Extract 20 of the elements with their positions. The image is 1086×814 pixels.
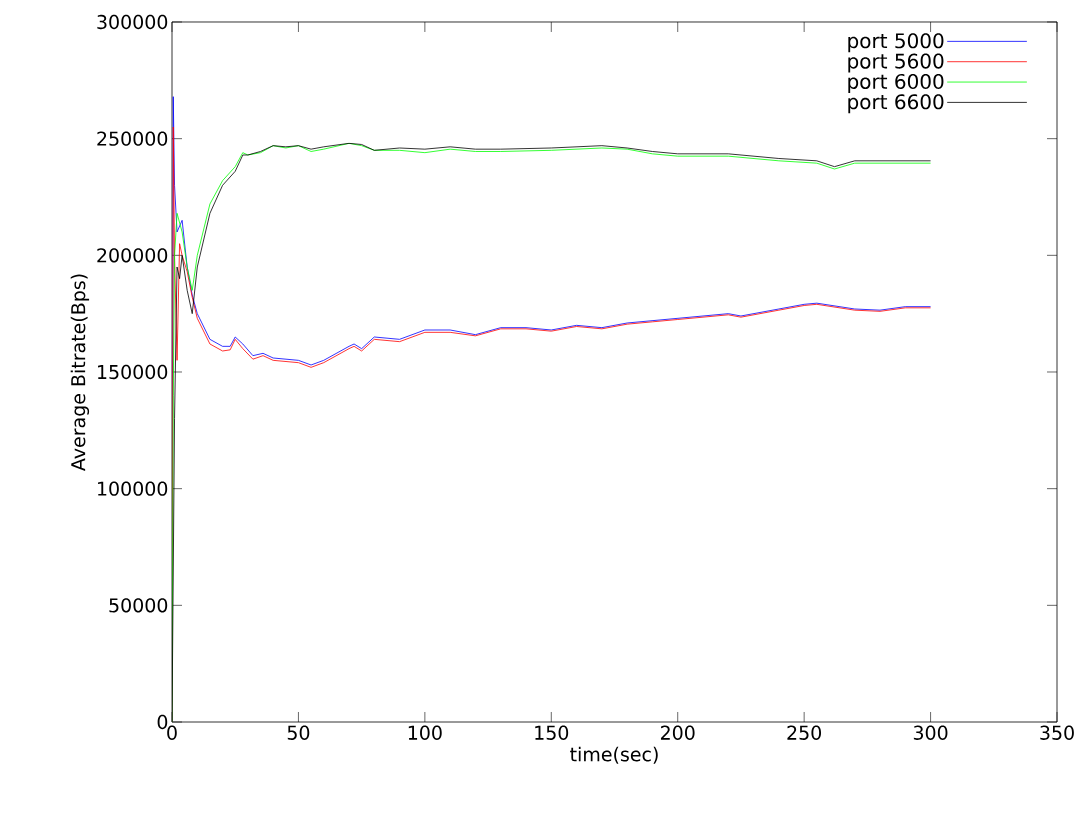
- x-tick-label: 200: [660, 725, 695, 740]
- y-tick-label: 300000: [97, 14, 168, 30]
- y-tick-label: 100000: [98, 481, 168, 496]
- x-tick-label: 250: [787, 725, 822, 740]
- x-axis-title: time(sec): [570, 746, 658, 764]
- x-tick-label: 300: [913, 725, 948, 740]
- x-tick-label: 350: [1040, 725, 1074, 740]
- legend-label: port 5600: [848, 53, 944, 73]
- y-tick-label: 200000: [97, 248, 168, 263]
- x-tick-label: 100: [408, 725, 442, 740]
- x-tick-label: 150: [535, 725, 569, 740]
- x-tick-label: 50: [287, 725, 310, 740]
- legend-label: port 6600: [848, 94, 944, 114]
- y-tick-label: 250000: [97, 131, 168, 146]
- y-tick-label: 0: [157, 714, 168, 730]
- y-axis-title: Average Bitrate(Bps): [70, 274, 90, 471]
- legend-label: port 5000: [848, 33, 944, 53]
- y-tick-label: 50000: [109, 598, 168, 613]
- y-tick-label: 150000: [98, 364, 168, 380]
- legend-label: port 6000: [848, 73, 944, 93]
